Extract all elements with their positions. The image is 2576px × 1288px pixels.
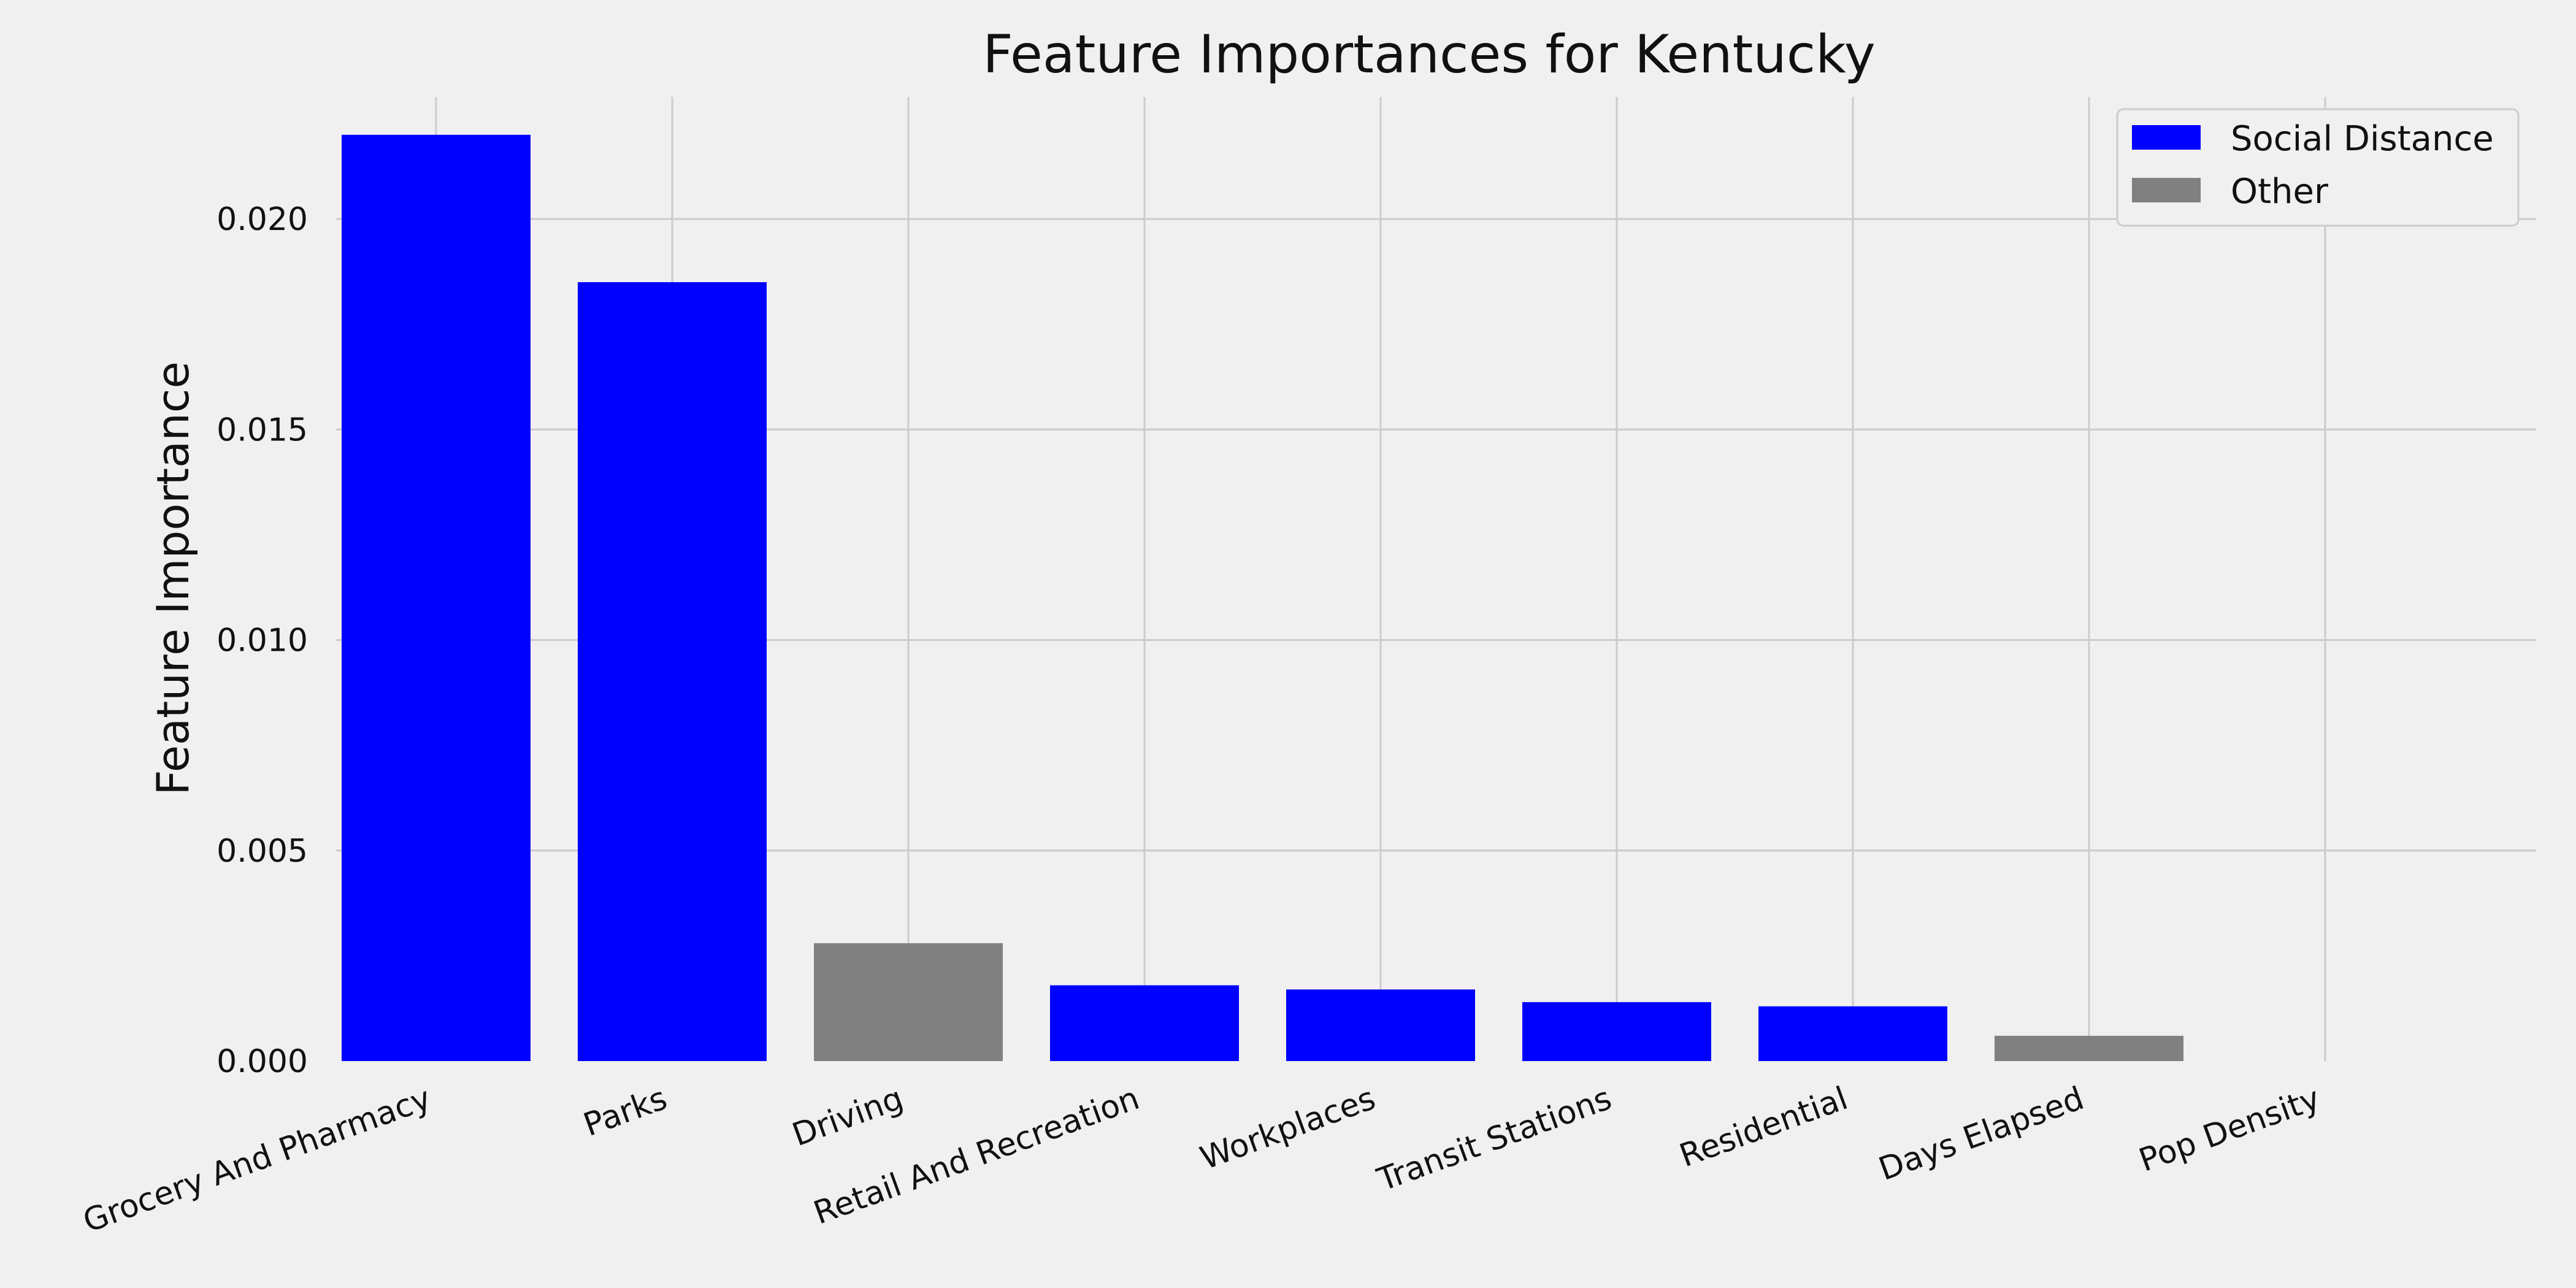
y-tick-label: 0.015 [217,412,308,448]
bar-grocery-and-pharmacy [342,134,531,1062]
bars [342,134,2183,1062]
bar-driving [814,943,1003,1061]
bar-workplaces [1286,989,1475,1061]
legend-label-other: Other [2231,172,2329,212]
x-tick-label-residential: Residential [1675,1080,1853,1175]
legend-swatch-social-distance [2132,125,2201,150]
legend-box [2116,108,2520,227]
bar-parks [578,282,767,1061]
legend-label-social-distance: Social Distance [2231,119,2494,159]
bar-days-elapsed [1995,1035,2183,1061]
x-tick-label-pop-density: Pop Density [2134,1080,2325,1179]
bar-retail-and-recreation [1050,985,1239,1061]
y-axis-label: Feature Importance [147,361,199,795]
y-tick-label: 0.000 [217,1043,308,1080]
y-tick-label: 0.020 [217,201,308,238]
y-tick-labels: 0.000 0.005 0.010 0.015 0.020 [217,201,308,1080]
y-tick-label: 0.005 [217,833,308,870]
x-tick-label-parks: Parks [579,1080,672,1144]
x-tick-label-driving: Driving [788,1080,908,1154]
legend-swatch-other [2132,178,2201,202]
x-tick-label-days-elapsed: Days Elapsed [1874,1080,2088,1188]
bar-transit-stations [1522,1002,1711,1061]
x-tick-label-grocery-and-pharmacy: Grocery And Pharmacy [79,1080,436,1240]
x-tick-label-workplaces: Workplaces [1195,1080,1380,1178]
x-tick-label-transit-stations: Transit Stations [1372,1080,1616,1199]
y-tick-label: 0.010 [217,623,308,659]
bar-residential [1758,1006,1947,1061]
chart-title: Feature Importances for Kentucky [983,24,1876,85]
legend: Social Distance Other [2116,108,2520,227]
